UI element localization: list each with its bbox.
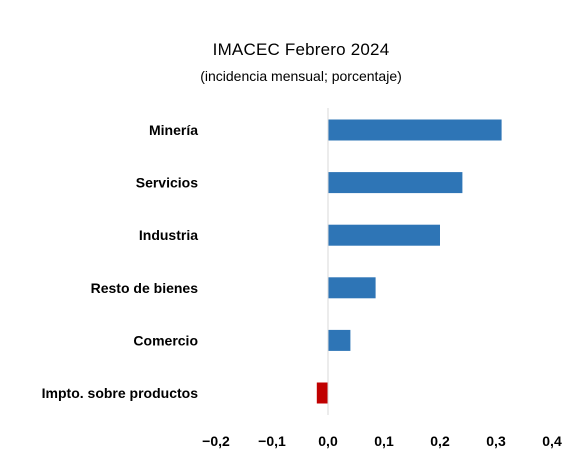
bar-comercio [328,329,351,351]
chart-title: IMACEC Febrero 2024 [212,40,390,59]
bar-minería [328,119,502,141]
x-tick-label: 0,2 [430,433,450,449]
bar-industria [328,224,440,246]
bar-servicios [328,172,463,194]
x-tick-label: −0,2 [202,433,230,449]
x-tick-label: 0,1 [374,433,394,449]
category-label: Impto. sobre productos [42,385,199,401]
x-tick-label: 0,4 [542,433,562,449]
x-tick-label: 0,0 [318,433,338,449]
x-tick-label: 0,3 [486,433,506,449]
bar-resto-de-bienes [328,277,376,299]
category-label: Servicios [136,175,198,191]
category-label: Industria [139,227,198,243]
category-label: Comercio [133,332,198,348]
x-tick-label: −0,1 [258,433,286,449]
category-label: Minería [149,122,198,138]
bar-impto-sobre-productos [316,382,328,404]
category-label: Resto de bienes [91,280,199,296]
chart-subtitle: (incidencia mensual; porcentaje) [200,68,402,84]
